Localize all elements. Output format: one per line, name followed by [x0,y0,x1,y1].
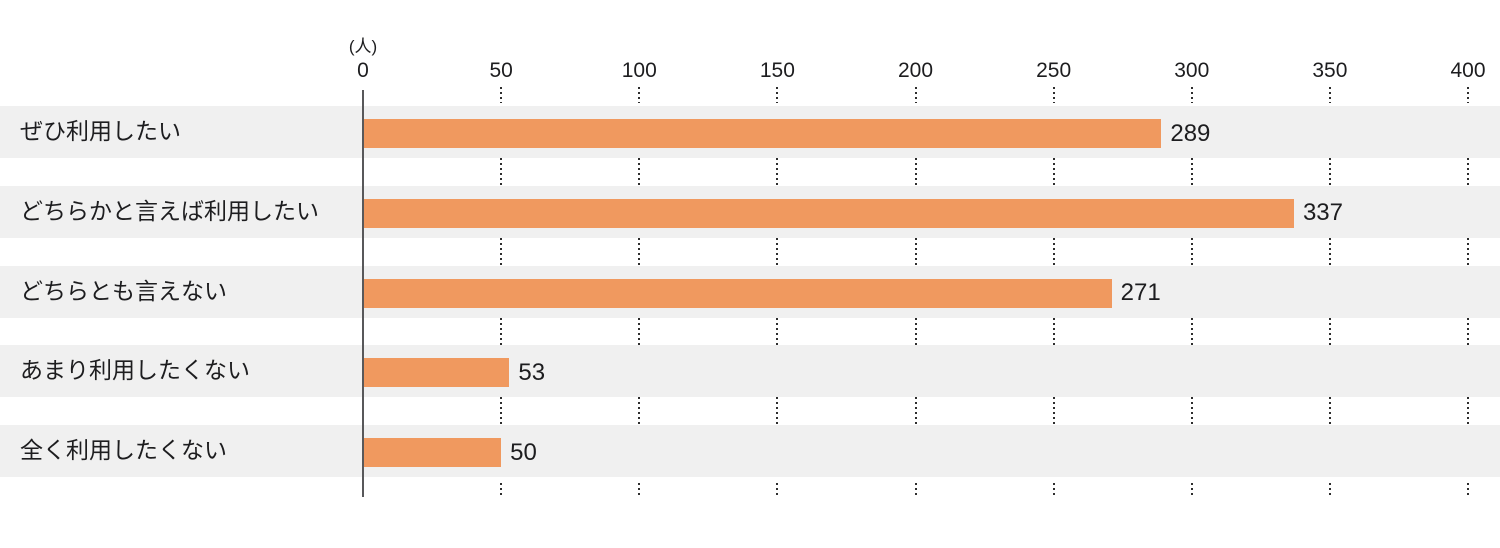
x-tick-label: 350 [1312,59,1348,82]
value-label: 53 [518,358,546,386]
category-label: どちらかと言えば利用したい [20,197,319,224]
gridline-segment [500,483,503,497]
gridline-segment [638,87,641,103]
gridline-segment [500,158,503,186]
x-tick-label: 250 [1036,59,1072,82]
gridline-segment [638,397,641,425]
chart-row: 全く利用したくない 50 [0,425,1500,477]
gridline-segment [914,317,917,346]
gridline-segment [914,158,917,186]
gridline-segment [1190,397,1193,425]
bar [363,198,1294,228]
gridline-segment [1467,158,1469,186]
gridline-segment [1190,87,1193,103]
bar [363,119,1162,148]
gridline-segment [776,87,779,103]
gridline-segment [500,397,503,425]
bar [363,358,510,388]
x-tick-label: 50 [489,59,513,82]
zero-axis-line [362,90,364,497]
gridline-segment [1467,237,1469,266]
gridline-segment [1052,87,1055,103]
gridline-segment [1052,237,1055,266]
chart-row: ぜひ利用したい 289 [0,106,1500,158]
gridline-segment [638,158,641,186]
gridline-segment [1190,158,1193,186]
chart-row: どちらかと言えば利用したい 337 [0,185,1500,238]
gridline-segment [1467,397,1469,425]
value-label: 50 [510,438,537,466]
value-label: 289 [1170,119,1211,147]
gridline-segment [500,87,503,103]
category-label: あまり利用したくない [20,357,250,384]
gridline-segment [1190,237,1193,266]
gridline-segment [776,483,779,497]
gridline-segment [1328,317,1331,346]
gridline-segment [638,317,641,346]
gridline-segment [776,237,779,266]
gridline-segment [1328,158,1331,186]
chart-row: どちらとも言えない 271 [0,265,1500,318]
gridline-segment [1467,87,1469,103]
gridline-segment [1328,237,1331,266]
gridline-segment [1052,158,1055,186]
gridline-segment [1328,483,1331,497]
gridline-segment [1190,317,1193,346]
gridline-segment [776,158,779,186]
category-label: 全く利用したくない [20,437,227,464]
gridline-segment [638,237,641,266]
gridline-segment [914,237,917,266]
gridline-segment [776,317,779,346]
gridline-segment [1052,317,1055,346]
gridline-segment [1190,483,1193,497]
gridline-segment [1467,317,1469,346]
gridline-segment [500,237,503,266]
category-label: どちらとも言えない [20,277,227,304]
category-label: ぜひ利用したい [20,118,181,145]
gridline-segment [1052,483,1055,497]
value-label: 337 [1302,199,1343,227]
gridline-segment [1052,397,1055,425]
bar [363,438,502,467]
axis-unit-label: (人) [348,37,378,56]
gridline-segment [776,397,779,425]
gridline-segment [1328,397,1331,425]
gridline-segment [1328,87,1331,103]
x-tick-label: 100 [621,59,657,82]
x-tick-label: 0 [357,59,369,82]
gridline-segment [638,483,641,497]
gridline-segment [914,483,917,497]
x-tick-label: 300 [1174,59,1210,82]
x-tick-label: 400 [1450,59,1486,82]
x-tick-label: 200 [897,59,934,82]
gridline-segment [1467,483,1469,497]
bar [363,278,1112,308]
gridline-segment [914,87,917,103]
value-label: 271 [1120,279,1161,306]
gridline-segment [914,397,917,425]
gridline-segment [500,317,503,346]
x-tick-label: 150 [759,59,795,82]
chart-row: あまり利用したくない 53 [0,345,1500,398]
